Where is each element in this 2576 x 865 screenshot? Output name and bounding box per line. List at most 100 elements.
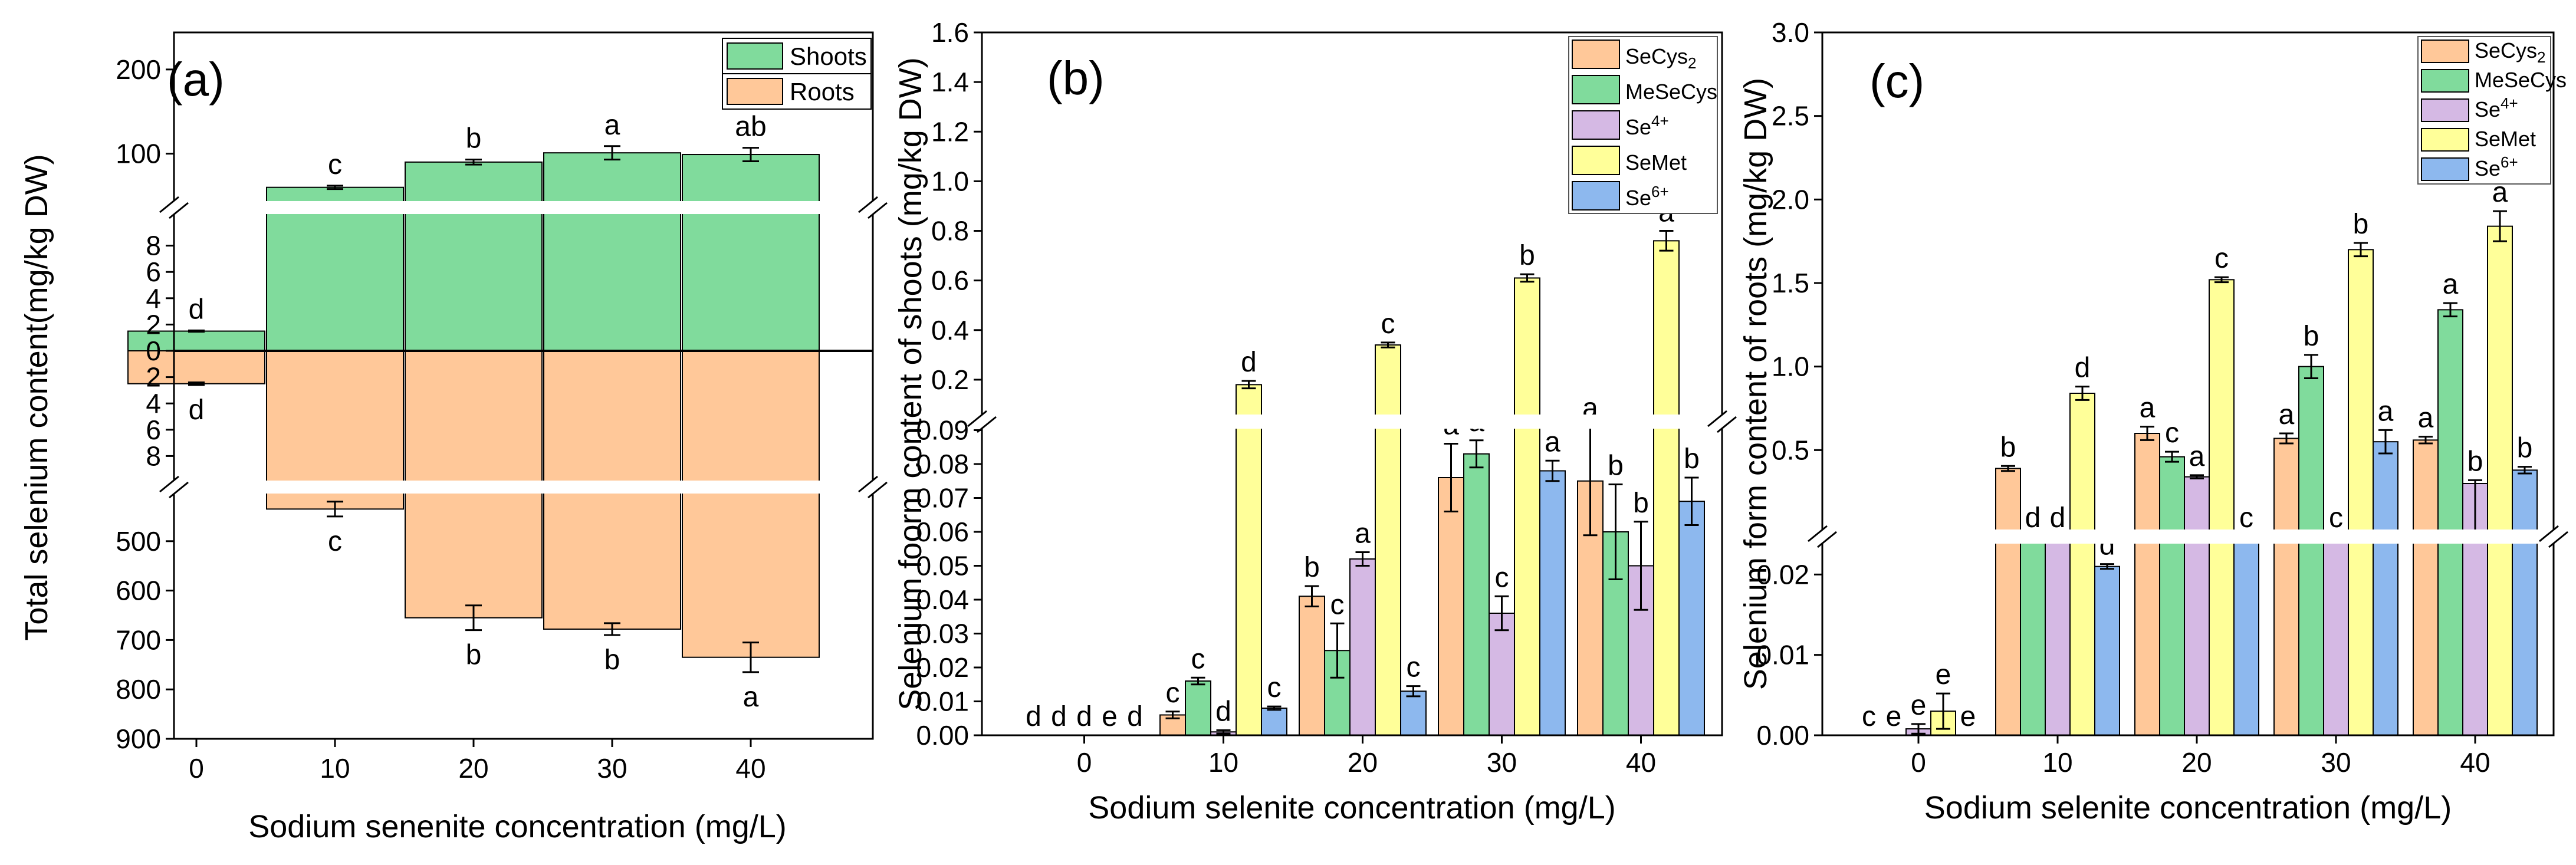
sig-letter-b-semet-10: d: [1241, 347, 1257, 378]
legend-label-b-mesecys: MeSeCys: [1625, 80, 1717, 104]
sig-letter-b-se4p-0: d: [1076, 701, 1092, 732]
sig-letter-b-secys2-0: d: [1026, 701, 1041, 732]
sig-letter-c-se4p-0: e: [1911, 690, 1927, 721]
legend-box-roots: [722, 73, 872, 110]
sig-letter-c-se4p-10: d: [2050, 502, 2066, 534]
y-axis-title-c: Selenium form content of roots (mg/kg DW…: [1738, 78, 1773, 690]
sig-letter-roots-40: a: [743, 682, 759, 713]
legend-swatch-b-se4p: [1572, 110, 1620, 140]
legend-label-shoots: Shoots: [790, 42, 867, 70]
sig-letter-roots-30: b: [604, 644, 620, 676]
sig-letter-b-semet-0: e: [1102, 701, 1118, 732]
y-tick-label-a-700: 700: [116, 624, 161, 655]
bar-c-secys2-10: [1995, 468, 2021, 736]
sig-letter-b-semet-20: c: [1381, 308, 1395, 340]
sig-letter-roots-0: d: [189, 394, 205, 426]
y-tick-label-a-100: 100: [116, 139, 161, 169]
bar-c-secys2-40: [2413, 439, 2439, 736]
sig-letter-b-se4p-40: b: [1633, 488, 1649, 519]
legend-label-c-se4p: Se4+: [2475, 94, 2518, 121]
sig-letter-b-se6p-40: b: [1684, 443, 1700, 475]
sig-letter-b-secys2-10: c: [1166, 677, 1180, 709]
sig-letter-shoots-10: c: [328, 149, 342, 180]
legend-label-c-secys2: SeCys2: [2475, 38, 2546, 66]
bar-b-se4p-30: [1489, 613, 1515, 736]
bar-c-semet-20: [2209, 279, 2235, 736]
break-mark-upper-left-a-slash-1: [159, 196, 179, 213]
y-tick-label-b-0.03: 0.03: [916, 619, 969, 649]
bar-b-secys2-20: [1299, 596, 1325, 736]
bar-c-se6p-20: [2233, 536, 2259, 736]
break-mark-lower-left-a-slash-2: [169, 481, 189, 499]
sig-letter-b-mesecys-0: d: [1051, 701, 1067, 732]
bar-shoots-30: [543, 152, 681, 351]
bar-c-se6p-10: [2094, 565, 2120, 736]
break-mark-right-c-slash-2: [2548, 531, 2568, 548]
bar-c-semet-10: [2069, 393, 2095, 736]
break-mark-lower-left-a-slash-1: [159, 475, 179, 493]
legend-label-b-semet: SeMet: [1625, 150, 1687, 175]
legend-swatch-c-se4p: [2421, 98, 2469, 122]
y-axis-title-a: Total selenium content(mg/kg DW): [19, 154, 54, 640]
break-mark-upper-right-a-slash-1: [858, 196, 878, 213]
bar-c-semet-40: [2487, 225, 2513, 736]
y-tick-label-a-4: 4: [146, 283, 161, 314]
bar-c-semet-30: [2348, 249, 2374, 736]
bar-c-se4p-30: [2323, 536, 2349, 736]
break-mark-right-b-slash-1: [1707, 410, 1727, 427]
legend-swatch-b-semet: [1572, 146, 1620, 175]
break-mark-left-c-slash-2: [1817, 531, 1837, 548]
x-tick-label-a-40: 40: [735, 753, 765, 784]
y-tick-label-a-600: 600: [116, 575, 161, 606]
sig-letter-c-se4p-30: c: [2329, 502, 2343, 534]
sig-letter-c-se4p-40: b: [2467, 446, 2483, 477]
x-tick-label-a-30: 30: [597, 753, 627, 784]
sig-letter-c-secys2-40: a: [2418, 403, 2434, 434]
y-tick-label-b-0.04: 0.04: [916, 584, 969, 615]
y-tick-label-c-1.5: 1.5: [1772, 268, 1809, 298]
axis-break-gap-b: [982, 415, 1722, 429]
frame-gap-right-c: [2550, 529, 2557, 544]
frame-gap-right-b: [1719, 415, 1726, 429]
bar-c-se6p-40: [2512, 469, 2538, 736]
legend-label-c-mesecys: MeSeCys: [2475, 68, 2567, 92]
sig-letter-c-se4p-20: a: [2189, 441, 2205, 472]
bar-c-se4p-20: [2184, 476, 2210, 736]
panel-label-b: (b): [1047, 52, 1105, 104]
x-axis-title-b: Sodium selenite concentration (mg/L): [1088, 790, 1615, 825]
sig-letter-roots-10: c: [328, 526, 342, 557]
legend-label-b-se4p: Se4+: [1625, 112, 1669, 139]
bar-roots-0: [127, 350, 265, 384]
y-tick-label-a-500: 500: [116, 526, 161, 557]
legend-swatch-c-semet: [2421, 128, 2469, 152]
y-tick-label-b-0.07: 0.07: [916, 483, 969, 514]
x-axis-title-c: Sodium selenite concentration (mg/L): [1924, 790, 2452, 825]
axis-break-gap-c: [1822, 529, 2554, 544]
break-mark-lower-right-a-slash-2: [868, 481, 888, 499]
y-tick-label-a-8: 8: [146, 231, 161, 261]
y-tick-label-b-0.8: 0.8: [931, 216, 969, 246]
y-tick-label-a-900: 900: [116, 723, 161, 754]
sig-letter-shoots-0: d: [189, 294, 205, 325]
sig-letter-b-mesecys-40: b: [1608, 450, 1624, 482]
legend-swatch-b-secys2: [1572, 40, 1620, 69]
y-tick-label-b-1.2: 1.2: [931, 116, 969, 147]
legend-swatch-b-se6p: [1572, 181, 1620, 211]
break-mark-upper-right-a-slash-2: [868, 202, 888, 219]
bar-b-se6p-40: [1678, 501, 1705, 736]
panel-label-a: (a): [167, 53, 225, 106]
plot-frame-c: [1821, 31, 2555, 736]
x-tick-label-a-0: 0: [189, 753, 204, 784]
frame-gap-lower-right-a: [869, 481, 876, 494]
y-tick-label-b-0.09: 0.09: [916, 415, 969, 446]
sig-letter-shoots-40: ab: [735, 111, 766, 143]
frame-gap-upper-left-a: [170, 201, 178, 214]
sig-letter-b-se4p-20: a: [1355, 518, 1371, 550]
bar-b-mesecys-30: [1463, 453, 1490, 736]
legend-swatch-b-mesecys: [1572, 75, 1620, 104]
legend-label-b-se6p: Se6+: [1625, 183, 1669, 210]
y-tick-label-a-6: 6: [146, 256, 161, 287]
sig-letter-b-semet-30: b: [1519, 240, 1535, 271]
break-mark-right-c-slash-1: [2539, 525, 2559, 542]
sig-letter-b-se6p-10: c: [1267, 672, 1282, 703]
